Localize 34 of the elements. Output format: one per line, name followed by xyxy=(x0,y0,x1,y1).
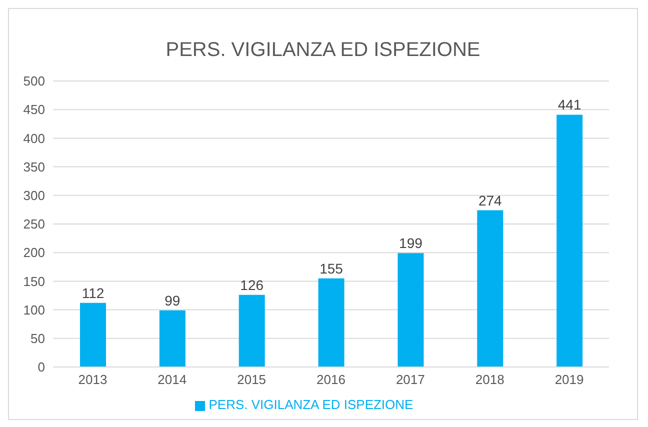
legend-label: PERS. VIGILANZA ED ISPEZIONE xyxy=(208,397,414,412)
y-tick-label: 250 xyxy=(23,216,45,232)
y-tick-label: 0 xyxy=(38,360,45,375)
data-label: 441 xyxy=(558,96,582,113)
x-tick-label: 2019 xyxy=(554,372,584,388)
x-tick-label: 2016 xyxy=(316,372,346,388)
y-tick-label: 400 xyxy=(23,130,45,146)
y-tick-label: 300 xyxy=(23,188,45,204)
x-tick-label: 2015 xyxy=(237,372,266,388)
y-tick-label: 450 xyxy=(23,102,45,118)
x-tick-label: 2013 xyxy=(78,372,108,388)
bar xyxy=(477,210,504,367)
data-label: 99 xyxy=(164,292,180,308)
bar xyxy=(80,302,106,367)
y-tick-label: 50 xyxy=(30,331,45,346)
x-tick-label: 2018 xyxy=(475,372,504,388)
data-label: 126 xyxy=(240,276,264,293)
bar xyxy=(398,253,424,367)
x-tick-label: 2017 xyxy=(396,372,425,388)
data-label: 199 xyxy=(399,235,423,252)
bar xyxy=(159,310,186,367)
bar xyxy=(318,278,344,367)
chart-title: PERS. VIGILANZA ED ISPEZIONE xyxy=(164,39,482,63)
x-tick-label: 2014 xyxy=(158,372,187,388)
bar xyxy=(238,294,265,367)
y-tick-label: 200 xyxy=(23,245,45,260)
data-label: 112 xyxy=(82,284,104,301)
y-tick-label: 500 xyxy=(23,74,45,89)
y-tick-label: 150 xyxy=(23,274,45,289)
bar xyxy=(556,114,583,367)
data-label: 155 xyxy=(320,260,344,276)
y-tick-label: 350 xyxy=(23,159,45,174)
y-tick-label: 100 xyxy=(23,302,45,318)
data-label: 274 xyxy=(478,192,502,208)
